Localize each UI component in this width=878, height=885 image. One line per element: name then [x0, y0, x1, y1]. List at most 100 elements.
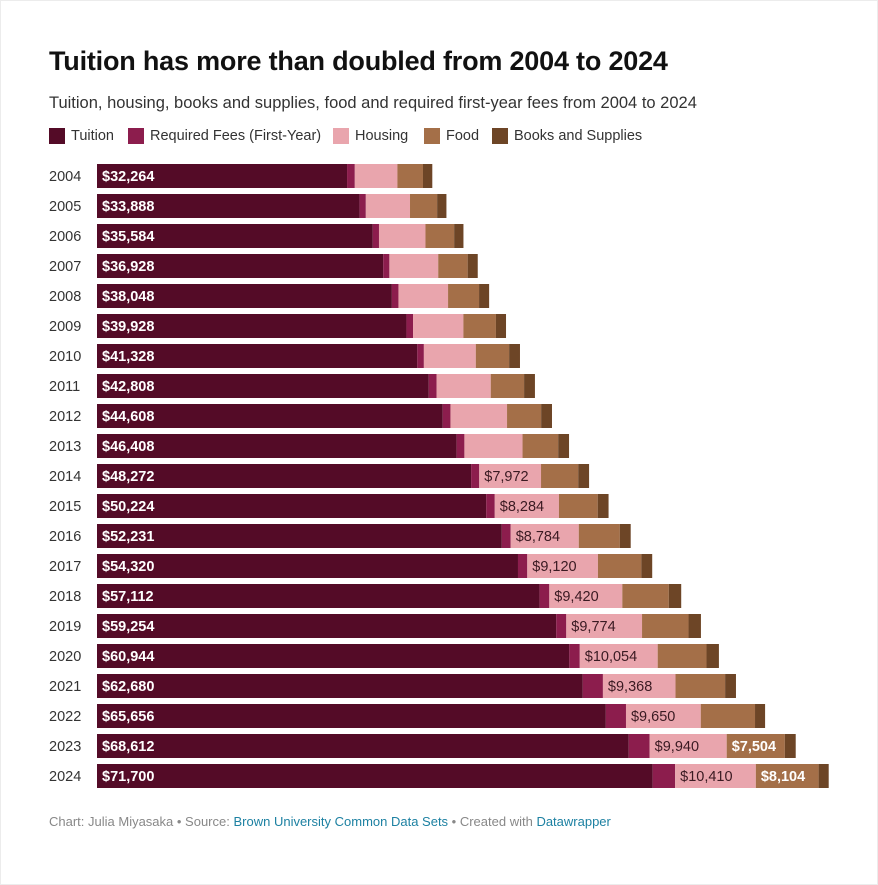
- bar-segment: [622, 584, 669, 608]
- bar-segment: [541, 404, 552, 428]
- year-label: 2012: [49, 409, 81, 425]
- year-label: 2021: [49, 679, 81, 695]
- bar-segment: [97, 224, 373, 248]
- bar-segment: [413, 314, 464, 338]
- bar-segment: [437, 194, 447, 218]
- bar-segment: [700, 704, 756, 728]
- bar-segment: [347, 164, 355, 188]
- bar-segment: [524, 374, 535, 398]
- bar-segment: [406, 314, 414, 338]
- data-label: $35,584: [102, 229, 154, 245]
- data-label: $10,054: [585, 649, 637, 665]
- bar-segment: [423, 164, 433, 188]
- source-link[interactable]: Brown University Common Data Sets: [233, 814, 449, 829]
- bar-segment: [97, 344, 418, 368]
- bar-segment: [582, 674, 603, 698]
- bar-segment: [558, 494, 598, 518]
- datawrapper-link[interactable]: Datawrapper: [536, 814, 611, 829]
- year-label: 2005: [49, 199, 81, 215]
- legend-label: Housing: [355, 128, 409, 144]
- year-label: 2004: [49, 169, 81, 185]
- bar-segment: [569, 644, 580, 668]
- data-label: $50,224: [102, 499, 154, 515]
- data-label: $59,254: [102, 619, 154, 635]
- data-label: $44,608: [102, 409, 154, 425]
- bar-segment: [657, 644, 707, 668]
- bar-segment: [628, 734, 650, 758]
- bar-segment: [668, 584, 682, 608]
- bar-segment: [425, 224, 455, 248]
- data-label: $62,680: [102, 679, 154, 695]
- year-label: 2015: [49, 499, 81, 515]
- legend-swatch: [424, 128, 440, 144]
- bar-segment: [597, 554, 642, 578]
- year-label: 2016: [49, 529, 81, 545]
- legend-item: Food: [424, 128, 479, 144]
- bar-segment: [566, 614, 643, 638]
- bar-segment: [578, 464, 590, 488]
- bar-segment: [475, 344, 510, 368]
- bar-segment: [486, 494, 495, 518]
- bar-segment: [97, 734, 629, 758]
- footer-separator: • Created with: [448, 814, 537, 829]
- legend-swatch: [492, 128, 508, 144]
- data-label: $9,650: [631, 709, 675, 725]
- data-label: $38,048: [102, 289, 154, 305]
- bar-segment: [97, 704, 606, 728]
- bar-segment: [97, 254, 384, 278]
- bar-segment: [423, 344, 476, 368]
- chart-credit: Chart: Julia Miyasaka: [49, 814, 174, 829]
- legend-item: Required Fees (First-Year): [128, 128, 321, 144]
- bar-segment: [726, 734, 785, 758]
- bar-segment: [97, 284, 392, 308]
- bar-segment: [471, 464, 480, 488]
- footer: Chart: Julia Miyasaka • Source: Brown Un…: [49, 814, 611, 829]
- data-label: $9,420: [554, 589, 598, 605]
- year-label: 2010: [49, 349, 81, 365]
- legend-item: Tuition: [49, 128, 114, 144]
- bar-segment: [97, 194, 360, 218]
- bar-segment: [507, 404, 542, 428]
- data-label: $32,264: [102, 169, 154, 185]
- bar-segment: [688, 614, 701, 638]
- legend-swatch: [333, 128, 349, 144]
- year-label: 2008: [49, 289, 81, 305]
- year-label: 2019: [49, 619, 81, 635]
- bar-segment: [97, 584, 540, 608]
- year-label: 2011: [49, 379, 80, 395]
- bar-segment: [378, 224, 426, 248]
- bar-segment: [97, 674, 583, 698]
- data-label: $10,410: [680, 769, 732, 785]
- bar-segment: [494, 494, 559, 518]
- year-label: 2014: [49, 469, 81, 485]
- bar-segment: [641, 554, 653, 578]
- bar-segment: [706, 644, 719, 668]
- bar-segment: [436, 374, 491, 398]
- chart-title: Tuition has more than doubled from 2004 …: [49, 46, 668, 76]
- data-label: $65,656: [102, 709, 154, 725]
- bar-segment: [97, 614, 557, 638]
- bar-segment: [652, 764, 676, 788]
- bar-segment: [649, 734, 727, 758]
- bar-segment: [539, 584, 550, 608]
- year-label: 2020: [49, 649, 81, 665]
- data-label: $57,112: [102, 589, 154, 605]
- bar-segment: [97, 164, 348, 188]
- footer-separator: • Source:: [173, 814, 234, 829]
- data-label: $54,320: [102, 559, 154, 575]
- bar-segment: [372, 224, 379, 248]
- legend-label: Required Fees (First-Year): [150, 128, 322, 144]
- bar-segment: [490, 374, 525, 398]
- data-label: $60,944: [102, 649, 154, 665]
- bar-segment: [391, 284, 399, 308]
- bar-segment: [398, 284, 449, 308]
- data-label: $9,774: [571, 619, 615, 635]
- bar-segment: [456, 434, 465, 458]
- bar-segment: [97, 404, 443, 428]
- bar-segment: [527, 554, 598, 578]
- bar-segment: [97, 524, 502, 548]
- bar-segment: [675, 764, 756, 788]
- bar-segment: [97, 374, 429, 398]
- year-label: 2023: [49, 739, 81, 755]
- bar-segment: [97, 434, 457, 458]
